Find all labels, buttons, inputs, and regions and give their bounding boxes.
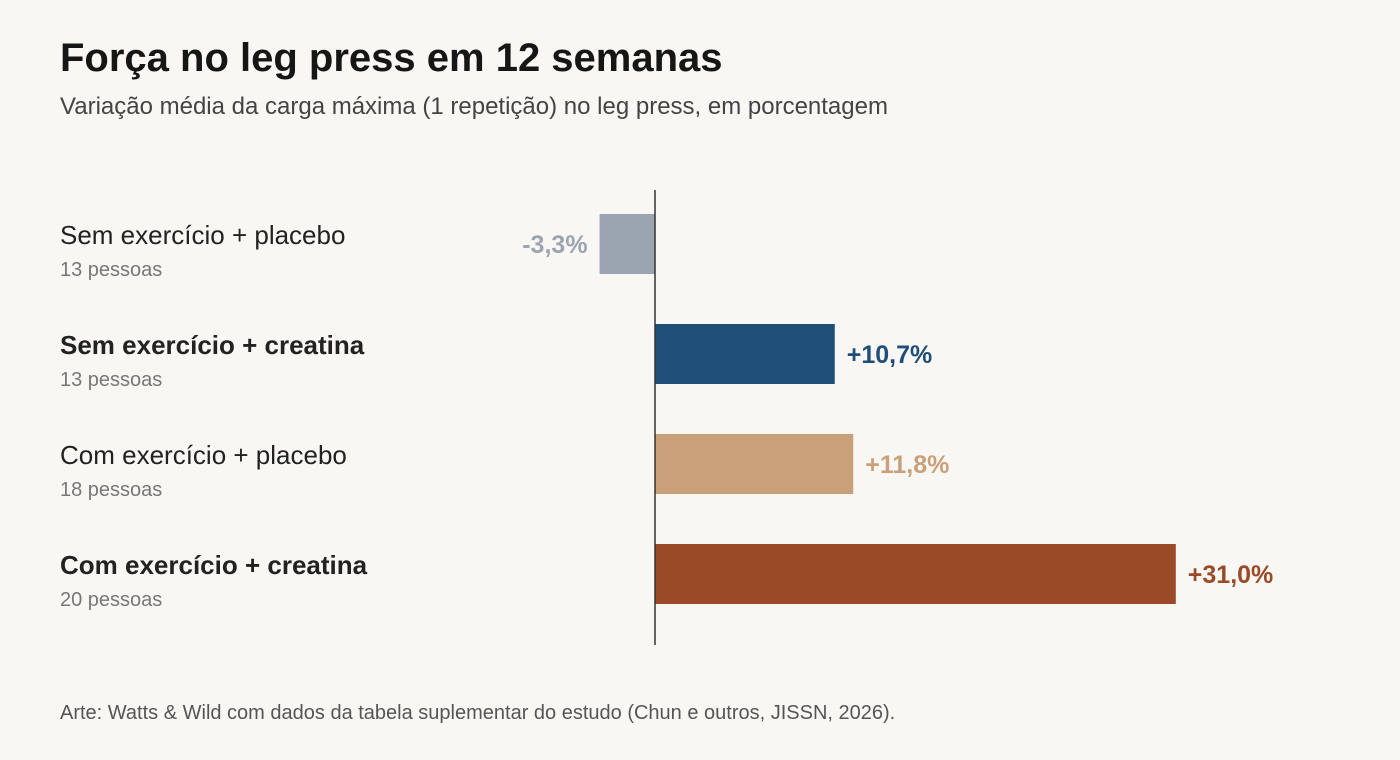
chart-subtitle: Variação média da carga máxima (1 repeti… <box>60 93 888 120</box>
sample-size-label: 18 pessoas <box>60 479 162 501</box>
bar-value-label: +11,8% <box>865 451 949 479</box>
bar-value-label: -3,3% <box>522 231 587 259</box>
sample-size-label: 13 pessoas <box>60 369 162 391</box>
bar-value-label: +10,7% <box>847 341 933 369</box>
source-footer: Arte: Watts & Wild com dados da tabela s… <box>60 702 896 724</box>
category-label: Com exercício + creatina <box>60 550 368 580</box>
bar <box>655 434 854 494</box>
bar <box>599 214 655 274</box>
bar <box>655 324 835 384</box>
bar-value-label: +31,0% <box>1188 561 1274 589</box>
sample-size-label: 13 pessoas <box>60 259 162 281</box>
category-label: Com exercício + placebo <box>60 440 347 470</box>
chart-title: Força no leg press em 12 semanas <box>60 36 723 80</box>
sample-size-label: 20 pessoas <box>60 589 162 611</box>
bar <box>655 544 1176 604</box>
category-label: Sem exercício + placebo <box>60 220 345 250</box>
category-label: Sem exercício + creatina <box>60 330 365 360</box>
